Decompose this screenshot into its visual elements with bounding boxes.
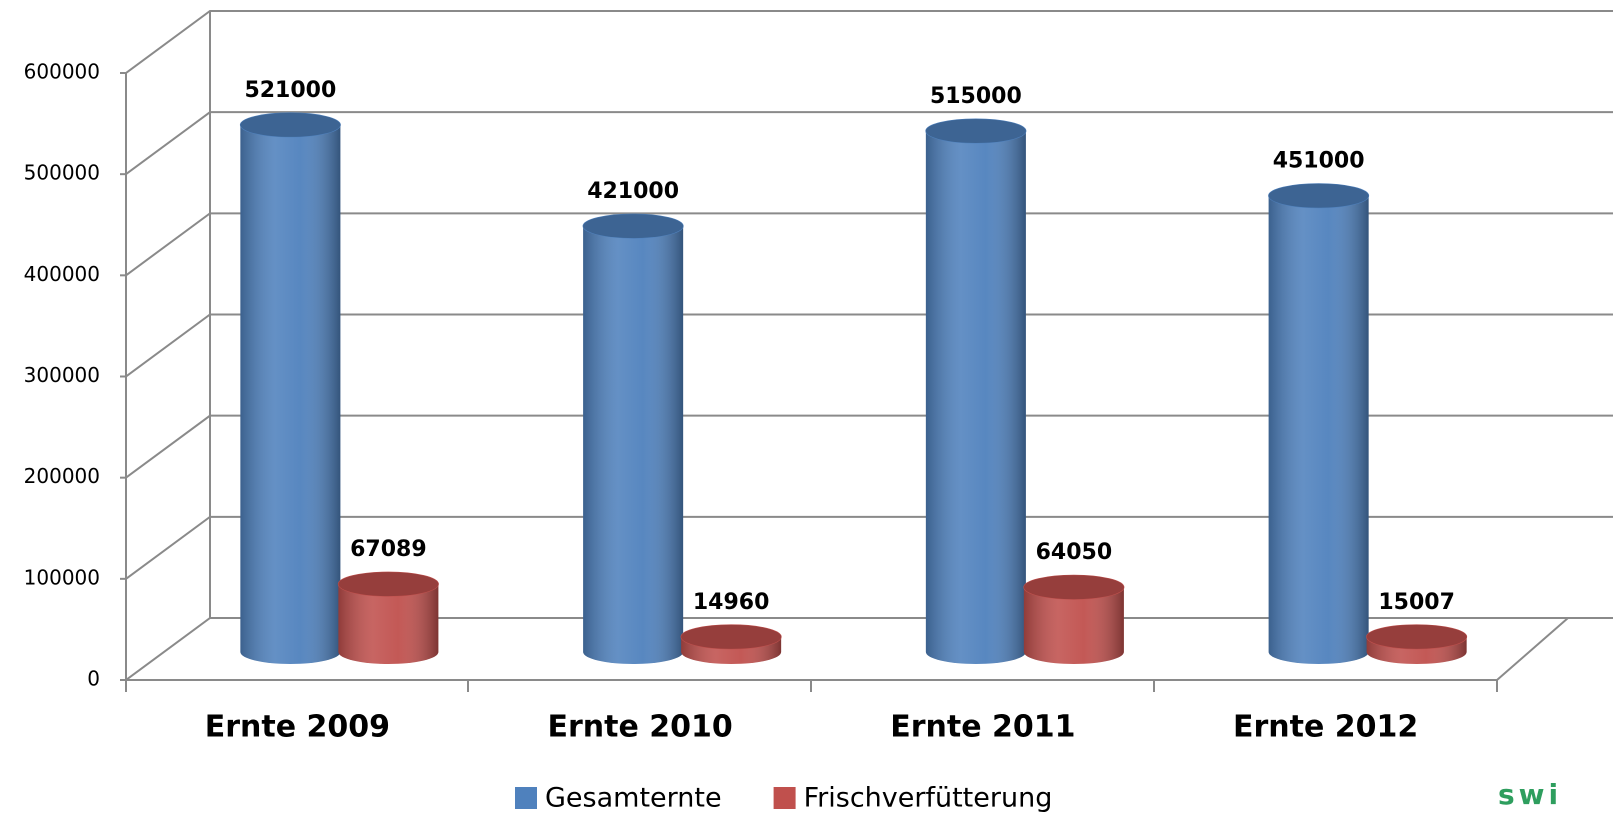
cylinder-shade: [240, 124, 341, 664]
cylinder-top: [582, 213, 684, 239]
cylinder-shade: [925, 130, 1026, 664]
logo-text: swi: [1498, 778, 1562, 811]
y-tick-label: 300000: [24, 363, 100, 387]
legend-swatch: [515, 787, 537, 809]
cylinder-shade: [583, 226, 684, 665]
y-tick-label: 400000: [24, 262, 100, 286]
axes-frame: [120, 10, 1613, 692]
floor-edge: [1496, 617, 1569, 681]
cylinder-top-shade: [1023, 575, 1124, 600]
y-tick-label: 100000: [24, 565, 100, 589]
cylinder-top-shade: [338, 572, 439, 597]
y-tick-label: 600000: [24, 60, 100, 84]
grid-line: [125, 515, 1613, 580]
value-label: 64050: [1036, 540, 1113, 565]
cylinder-shade: [338, 584, 439, 664]
cylinder-top: [239, 112, 341, 138]
y-tick-label: 200000: [24, 464, 100, 488]
cylinder-top-shade: [240, 112, 341, 137]
grid-line: [125, 111, 1613, 175]
x-tick-label: Ernte 2010: [547, 710, 732, 745]
grid-line: [125, 212, 1613, 277]
grid-line: [125, 313, 1613, 378]
value-label: 515000: [930, 84, 1022, 109]
cylinder-top-shade: [1366, 624, 1467, 649]
grid-line: [125, 10, 1613, 74]
y-tick-label: 0: [87, 667, 100, 691]
cylinder-top: [337, 571, 439, 597]
value-label: 421000: [587, 179, 679, 204]
cylinder-shade: [1023, 587, 1124, 664]
cylinder-top: [1366, 624, 1468, 650]
grid-line: [125, 617, 1613, 681]
legend-swatch: [773, 787, 796, 809]
value-label: 67089: [350, 537, 427, 562]
cylinder-top-shade: [1268, 183, 1369, 208]
cylinder-shade: [1268, 195, 1369, 664]
cylinder-top: [925, 118, 1027, 144]
legend-label: Frischverfütterung: [804, 783, 1053, 814]
value-label: 15007: [1378, 590, 1455, 615]
y-tick-label: 500000: [24, 161, 100, 185]
cylinder-top: [1023, 574, 1125, 600]
x-tick-label: Ernte 2012: [1233, 710, 1418, 745]
cylinder-top-shade: [925, 118, 1026, 143]
cylinder-top: [1268, 183, 1370, 209]
x-tick-label: Ernte 2009: [205, 710, 390, 745]
grid-line: [125, 414, 1613, 479]
cylinder-top: [680, 624, 782, 650]
cylinder-top-shade: [583, 214, 684, 239]
legend-label: Gesamternte: [545, 783, 722, 814]
value-label: 14960: [693, 590, 770, 615]
x-tick-label: Ernte 2011: [890, 710, 1075, 745]
value-label: 451000: [1273, 149, 1365, 174]
cylinder-top-shade: [681, 624, 782, 649]
value-label: 521000: [244, 78, 336, 103]
